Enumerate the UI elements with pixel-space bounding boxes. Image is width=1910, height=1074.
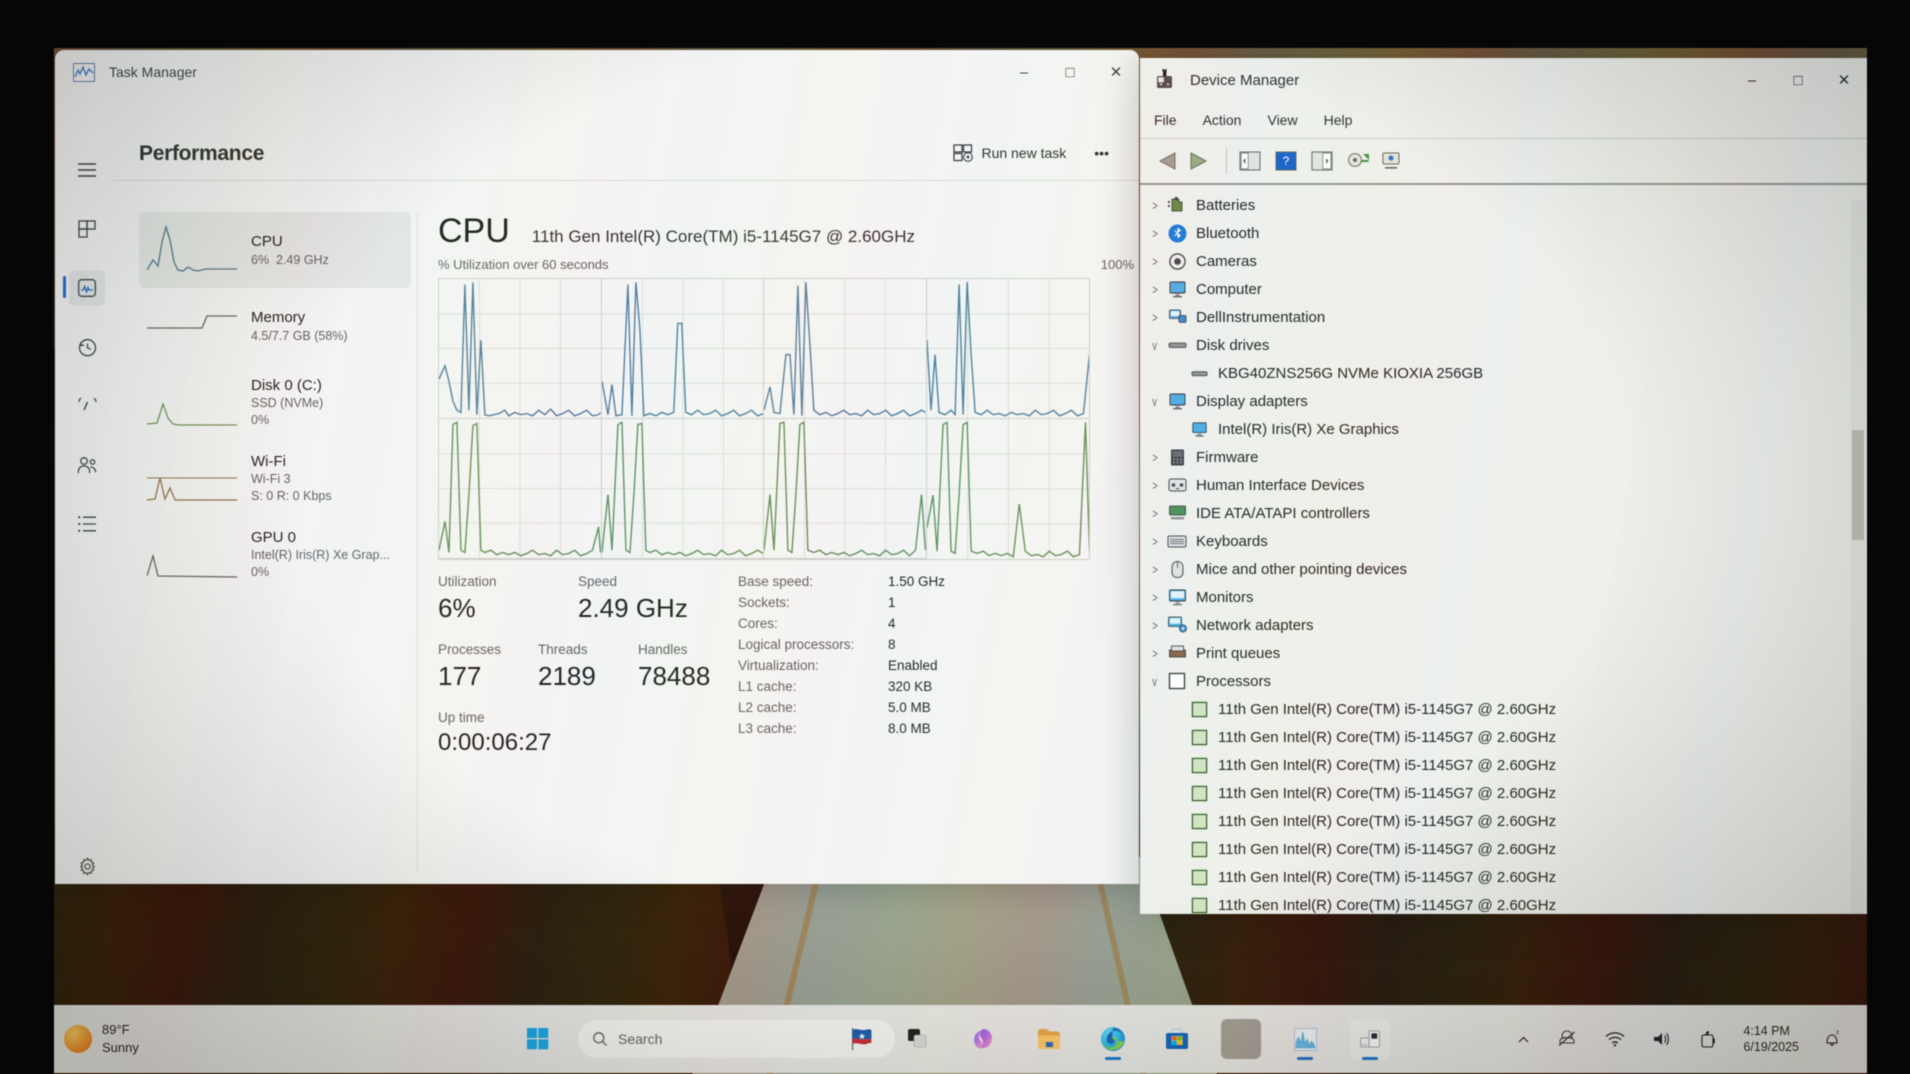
svg-text:z: z <box>1836 1030 1839 1036</box>
svg-text:?: ? <box>1283 154 1290 168</box>
